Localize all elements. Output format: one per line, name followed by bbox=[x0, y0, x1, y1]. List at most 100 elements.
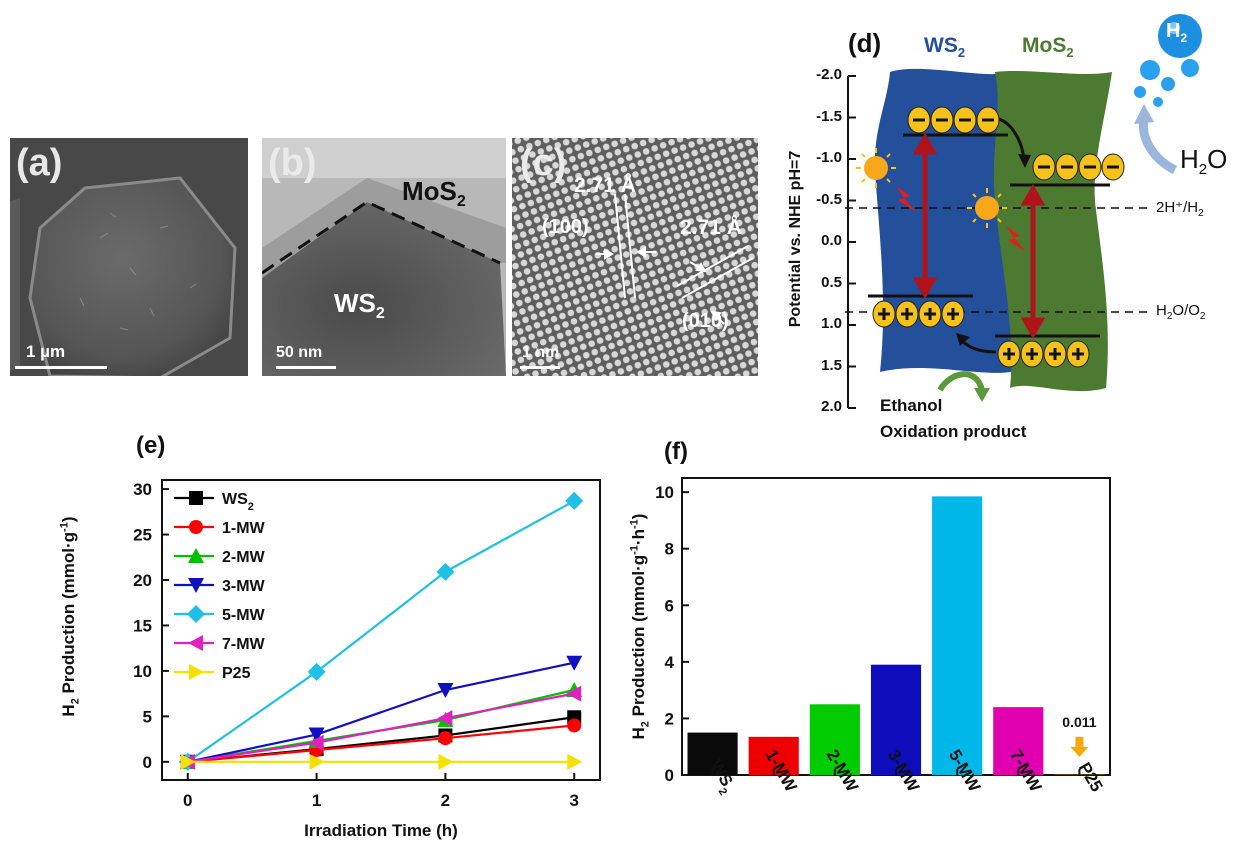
legend-entry: 7-MW bbox=[222, 636, 266, 653]
data-point bbox=[437, 710, 453, 727]
legend-marker bbox=[188, 548, 204, 563]
panel-b-label: (b) bbox=[268, 142, 317, 184]
h2-bubble-label: H2 bbox=[1166, 20, 1188, 45]
y-tick-label: 25 bbox=[133, 526, 152, 545]
panel-c-hrtem-image: (c) 2.71 Å (100) 2.71 Å (010) 1 nm bbox=[512, 138, 758, 376]
panel-a-sem-image: (a) 1 µm bbox=[10, 138, 248, 376]
ethanol-arrow bbox=[937, 371, 985, 392]
data-point bbox=[309, 753, 325, 770]
y-tick-label: 20 bbox=[133, 571, 152, 590]
interface-dashed-line bbox=[262, 200, 501, 275]
lattice-graphic bbox=[512, 138, 758, 376]
potential-tick-label: 1.0 bbox=[821, 315, 842, 332]
ref-o2-label: H2O/O2 bbox=[1156, 302, 1206, 322]
y-tick-label: 10 bbox=[655, 483, 674, 502]
scale-bar-label: 50 nm bbox=[276, 344, 323, 361]
legend-entry: WS2 bbox=[222, 491, 254, 513]
legend-entry: P25 bbox=[222, 665, 251, 682]
potential-tick-label: 2.0 bbox=[821, 398, 842, 415]
potential-tick-label: 0.0 bbox=[821, 232, 842, 249]
x-tick-label: 0 bbox=[183, 791, 192, 810]
series-line bbox=[187, 692, 575, 763]
ref-h2-label: 2H⁺/H2 bbox=[1156, 199, 1204, 219]
line-chart-ylabel: H2 Production (mmol·g-1) bbox=[58, 516, 82, 717]
bar bbox=[932, 496, 983, 775]
data-point bbox=[567, 753, 583, 770]
ws2-region-label: WS2 bbox=[334, 288, 385, 323]
h2-bubbles bbox=[1134, 14, 1202, 107]
y-tick-label: 15 bbox=[133, 616, 152, 635]
legend-entry: 1-MW bbox=[222, 520, 266, 537]
sun-icon bbox=[856, 148, 896, 188]
y-tick-label: 4 bbox=[665, 653, 675, 672]
band-diagram-graphic bbox=[845, 14, 1202, 409]
x-tick-label: 3 bbox=[570, 791, 579, 810]
lightning-icon bbox=[896, 186, 916, 212]
x-tick-label: 2 bbox=[441, 791, 450, 810]
legend-entry: 2-MW bbox=[222, 549, 266, 566]
x-axis-label: Irradiation Time (h) bbox=[304, 821, 458, 840]
panel-d-label: (d) bbox=[848, 28, 882, 58]
potential-tick-label: -1.0 bbox=[816, 149, 842, 166]
data-point bbox=[438, 753, 454, 770]
down-arrow-icon bbox=[1070, 746, 1089, 757]
scale-bar-label: 1 nm bbox=[522, 344, 560, 361]
y-tick-label: 0 bbox=[143, 753, 152, 772]
mos2-region-label: MoS2 bbox=[402, 176, 466, 211]
legend-marker bbox=[189, 491, 203, 505]
data-point bbox=[565, 491, 584, 510]
data-point bbox=[308, 734, 324, 751]
sun-icon bbox=[967, 188, 1007, 228]
panel-a-label: (a) bbox=[16, 142, 63, 184]
bar bbox=[870, 664, 922, 775]
panel-e-label: (e) bbox=[136, 432, 166, 459]
potential-tick-label: -2.0 bbox=[816, 66, 842, 83]
y-tick-label: 30 bbox=[133, 480, 152, 499]
holes-ws2 bbox=[872, 300, 965, 328]
data-point bbox=[436, 562, 455, 581]
data-point bbox=[567, 718, 582, 733]
series-line bbox=[187, 716, 575, 763]
scale-bar-line bbox=[276, 366, 336, 369]
ws2-header: WS2 bbox=[924, 34, 966, 61]
scale-bar-label: 1 µm bbox=[26, 342, 66, 361]
plane-010-label: (010) bbox=[682, 310, 729, 332]
y-tick-label: 10 bbox=[133, 662, 152, 681]
y-tick-label: 0 bbox=[665, 766, 674, 785]
ethanol-label: Ethanol bbox=[880, 396, 943, 415]
series-line bbox=[187, 499, 575, 763]
potential-tick-label: -0.5 bbox=[816, 190, 842, 208]
measurement-arrows bbox=[596, 246, 725, 325]
series-line bbox=[187, 661, 575, 763]
oxidation-product-label: Oxidation product bbox=[880, 422, 1027, 441]
panel-b-tem-image: (b) MoS2 WS2 50 nm bbox=[262, 138, 506, 376]
bar bbox=[748, 736, 799, 775]
legend-marker bbox=[187, 605, 205, 623]
data-point bbox=[307, 662, 326, 681]
plot-frame bbox=[161, 479, 601, 781]
bar bbox=[809, 704, 860, 775]
bar bbox=[993, 707, 1044, 775]
mos2-header: MoS2 bbox=[1022, 34, 1074, 61]
scale-bar-line bbox=[15, 366, 107, 369]
category-label: P25 bbox=[1075, 759, 1107, 795]
y-tick-label: 8 bbox=[665, 540, 674, 559]
down-arrow-icon bbox=[1075, 736, 1084, 747]
plane-100-label: (100) bbox=[542, 216, 589, 238]
legend-entry: 3-MW bbox=[222, 578, 266, 595]
value-annotation: 0.011 bbox=[1062, 714, 1096, 730]
excitation-arrows bbox=[912, 132, 1046, 340]
tem-graphic bbox=[262, 138, 506, 376]
data-point bbox=[437, 683, 454, 698]
x-tick-label: 1 bbox=[312, 791, 321, 810]
d-spacing-label: 2.71 Å bbox=[574, 174, 636, 197]
bar bbox=[687, 732, 738, 775]
y-tick-label: 6 bbox=[665, 596, 674, 615]
legend-marker bbox=[189, 520, 203, 534]
data-point bbox=[180, 753, 196, 770]
y-tick-label: 5 bbox=[143, 707, 152, 726]
potential-tick-label: -1.5 bbox=[816, 107, 842, 125]
data-point bbox=[566, 655, 583, 671]
panel-f-label: (f) bbox=[664, 438, 688, 465]
